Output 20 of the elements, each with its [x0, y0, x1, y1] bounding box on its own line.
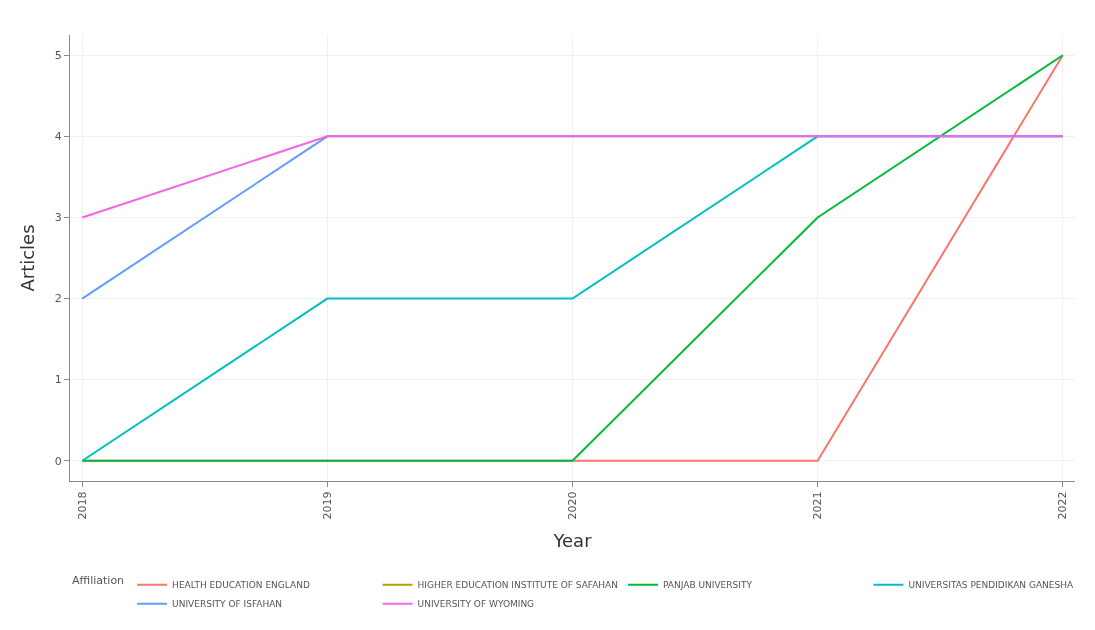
legend-label: HEALTH EDUCATION ENGLAND: [172, 580, 310, 591]
y-tick-label: 3: [54, 211, 62, 225]
y-tick-label: 0: [54, 454, 62, 468]
x-tick-label: 2022: [1056, 491, 1070, 520]
legend-label: PANJAB UNIVERSITY: [663, 580, 753, 591]
y-axis-title: Articles: [17, 224, 38, 292]
x-tick-label: 2021: [811, 491, 825, 520]
y-tick-label: 4: [54, 130, 62, 144]
y-tick-label: 1: [54, 373, 62, 387]
y-tick-label: 5: [54, 49, 62, 63]
legend-title: Affiliation: [72, 574, 125, 588]
x-tick-label: 2020: [566, 491, 580, 520]
y-tick-label: 2: [54, 292, 62, 306]
legend-label: HIGHER EDUCATION INSTITUTE OF SAFAHAN: [417, 580, 619, 591]
x-tick-label: 2019: [320, 491, 334, 520]
x-tick-label: 2018: [75, 491, 89, 520]
legend-label: UNIVERSITY OF WYOMING: [417, 599, 535, 610]
legend-label: UNIVERSITY OF ISFAHAN: [172, 599, 283, 610]
x-axis-title: Year: [552, 529, 593, 551]
legend-label: UNIVERSITAS PENDIDIKAN GANESHA: [908, 580, 1074, 591]
